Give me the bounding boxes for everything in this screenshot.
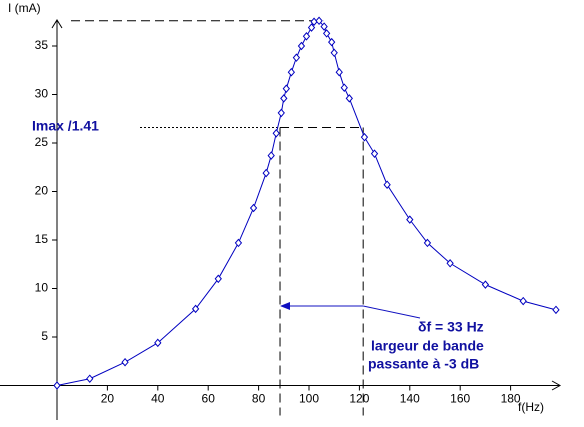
data-point (272, 129, 280, 138)
data-point (234, 238, 243, 248)
y-tick-label: 20 (35, 184, 49, 198)
data-point (552, 305, 560, 315)
y-tick-label: 25 (35, 135, 49, 149)
bandwidth-label: δf = 33 Hz (418, 319, 484, 335)
data-point (335, 67, 343, 77)
y-axis-arrow (51, 19, 63, 29)
data-point (320, 22, 328, 31)
data-point (249, 203, 258, 213)
data-point (345, 94, 353, 103)
data-point (307, 23, 316, 32)
y-axis-label: I (mA) (8, 1, 41, 15)
data-point (292, 53, 301, 62)
data-point (446, 259, 454, 268)
data-point (315, 16, 323, 26)
bandwidth-arrow (363, 305, 421, 319)
data-point (322, 29, 331, 38)
y-tick-label: 15 (35, 232, 49, 246)
x-tick-label: 160 (450, 392, 470, 406)
data-point (121, 357, 129, 367)
data-point (340, 83, 348, 92)
x-tick-label: 80 (252, 392, 266, 406)
data-point (287, 67, 296, 77)
level-label: Imax /1.41 (32, 118, 99, 134)
x-tick-label: 40 (151, 392, 165, 406)
data-point (282, 84, 290, 93)
y-tick-label: 35 (35, 38, 49, 52)
x-axis-arrow (551, 380, 562, 391)
data-point (86, 374, 94, 383)
data-point (267, 151, 275, 160)
data-point (154, 338, 162, 348)
x-tick-label: 140 (400, 392, 420, 406)
x-axis-label: f(Hz) (518, 400, 544, 414)
data-point (280, 94, 288, 103)
data-point (214, 274, 222, 284)
data-point (370, 149, 379, 158)
data-point (297, 41, 306, 51)
data-point (262, 168, 270, 178)
data-point (328, 37, 336, 47)
y-tick-label: 5 (41, 329, 48, 343)
data-point (481, 280, 490, 289)
bandwidth-text: largeur de bande (371, 338, 484, 354)
x-tick-label: 20 (101, 392, 115, 406)
data-point (191, 304, 200, 314)
data-point (406, 215, 414, 224)
data-point (423, 238, 432, 248)
data-point (330, 48, 338, 58)
x-tick-label: 180 (501, 392, 521, 406)
x-tick-label: 60 (202, 392, 216, 406)
x-tick-label: 100 (299, 392, 319, 406)
data-point (302, 32, 311, 41)
data-point (519, 296, 527, 306)
x-tick-label: 120 (349, 392, 369, 406)
y-tick-label: 30 (35, 87, 49, 101)
y-tick-label: 10 (35, 281, 49, 295)
data-point (277, 108, 285, 118)
data-point (383, 180, 391, 189)
bandwidth-text: passante à -3 dB (368, 356, 479, 372)
data-point (360, 132, 369, 142)
data-point (53, 381, 61, 390)
